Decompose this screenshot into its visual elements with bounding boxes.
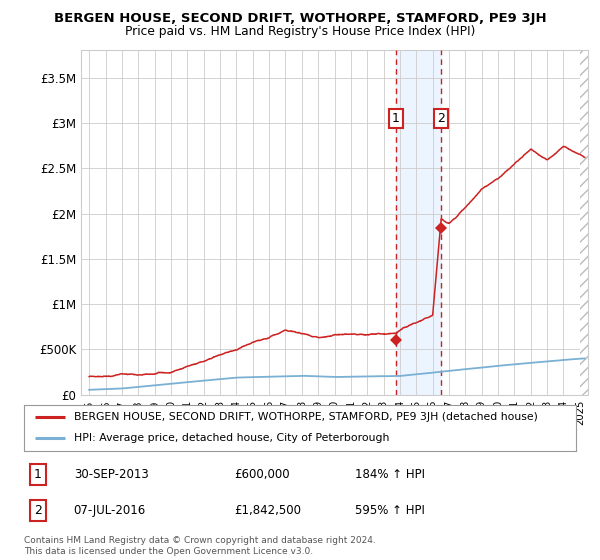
Text: 2: 2 <box>437 112 445 125</box>
Bar <box>580 50 591 395</box>
Text: 2: 2 <box>34 503 42 516</box>
Text: BERGEN HOUSE, SECOND DRIFT, WOTHORPE, STAMFORD, PE9 3JH (detached house): BERGEN HOUSE, SECOND DRIFT, WOTHORPE, ST… <box>74 412 538 422</box>
Bar <box>396 50 441 395</box>
Text: 1: 1 <box>34 468 42 481</box>
Text: 30-SEP-2013: 30-SEP-2013 <box>74 468 148 481</box>
Text: Price paid vs. HM Land Registry's House Price Index (HPI): Price paid vs. HM Land Registry's House … <box>125 25 475 38</box>
Text: Contains HM Land Registry data © Crown copyright and database right 2024.
This d: Contains HM Land Registry data © Crown c… <box>24 536 376 556</box>
Text: 1: 1 <box>392 112 400 125</box>
Text: £600,000: £600,000 <box>234 468 289 481</box>
Text: 184% ↑ HPI: 184% ↑ HPI <box>355 468 425 481</box>
Text: BERGEN HOUSE, SECOND DRIFT, WOTHORPE, STAMFORD, PE9 3JH: BERGEN HOUSE, SECOND DRIFT, WOTHORPE, ST… <box>53 12 547 25</box>
Text: 07-JUL-2016: 07-JUL-2016 <box>74 503 146 516</box>
Text: HPI: Average price, detached house, City of Peterborough: HPI: Average price, detached house, City… <box>74 433 389 444</box>
Text: £1,842,500: £1,842,500 <box>234 503 301 516</box>
Text: 595% ↑ HPI: 595% ↑ HPI <box>355 503 425 516</box>
